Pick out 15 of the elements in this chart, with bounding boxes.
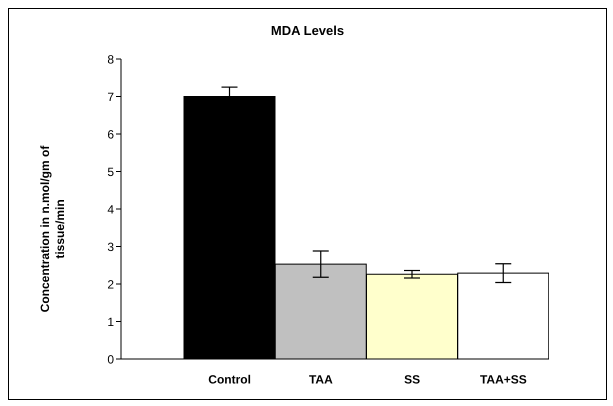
y-tick-label: 1 xyxy=(107,314,114,329)
y-tick-label: 4 xyxy=(107,202,114,216)
y-tick-label: 0 xyxy=(107,352,114,366)
x-tick-label: Control xyxy=(208,372,251,387)
chart-title: MDA Levels xyxy=(270,23,346,38)
y-axis-title: Concentration in n.mol/gm of tissue/min xyxy=(38,144,67,312)
x-tick-label: SS xyxy=(404,372,420,387)
y-tick-label: 5 xyxy=(107,164,114,179)
y-tick-label: 2 xyxy=(107,277,114,292)
x-tick-label: TAA xyxy=(308,372,334,387)
y-tick-label: 3 xyxy=(107,240,114,254)
y-tick-label: 7 xyxy=(107,90,114,104)
y-tick-label: 8 xyxy=(107,52,114,66)
y-tick-label: 6 xyxy=(107,127,114,142)
x-tick-label: TAA+SS xyxy=(480,372,527,387)
